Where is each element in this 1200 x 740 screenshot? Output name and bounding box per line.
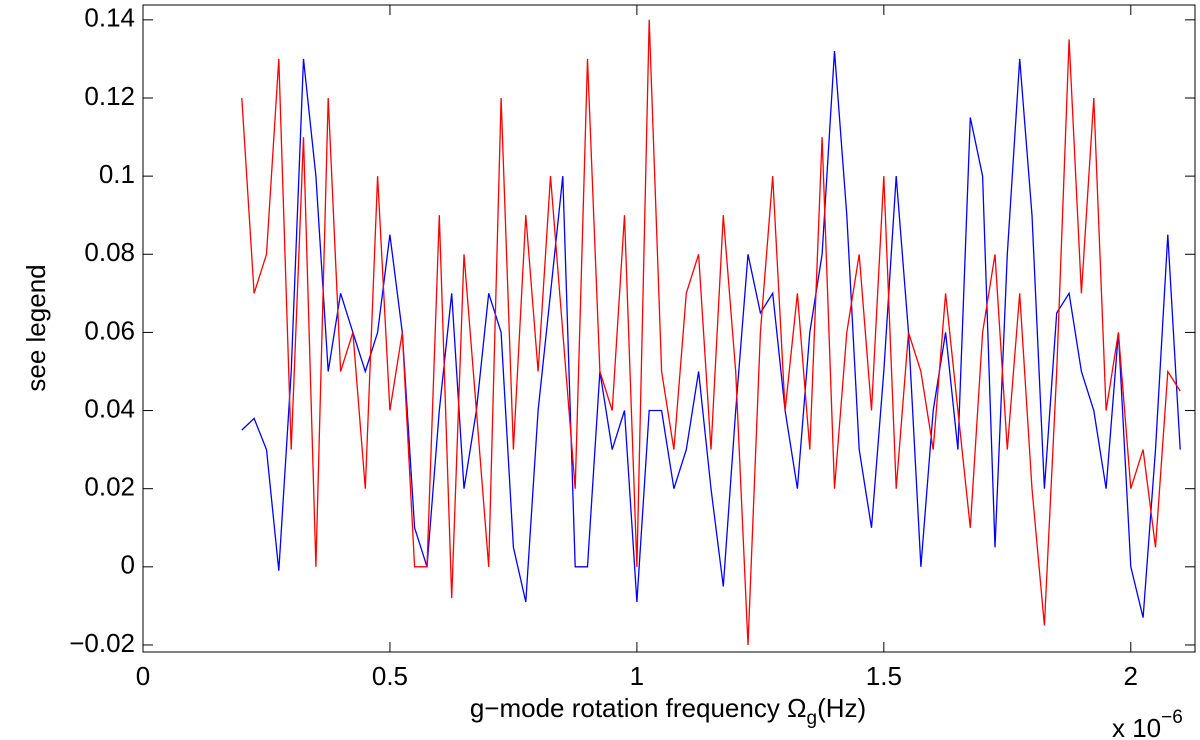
y-tick-label: 0.12 bbox=[84, 81, 135, 111]
x-tick-label: 2 bbox=[1124, 661, 1138, 691]
y-tick-label: 0.04 bbox=[84, 393, 135, 423]
x-multiplier-exponent: −6 bbox=[1161, 707, 1183, 728]
x-tick-label: 1 bbox=[630, 661, 644, 691]
x-tick-label: 0 bbox=[136, 661, 150, 691]
x-tick-label: 1.5 bbox=[866, 661, 902, 691]
x-axis-label: g−mode rotation frequency Ωg(Hz) bbox=[470, 693, 866, 729]
plot-frame bbox=[142, 4, 1196, 653]
y-tick-label: 0.06 bbox=[84, 315, 135, 345]
y-tick-label: 0.1 bbox=[99, 159, 135, 189]
y-tick-label: 0.02 bbox=[84, 472, 135, 502]
y-tick-label: −0.02 bbox=[69, 628, 135, 658]
x-label-sub: g bbox=[807, 708, 818, 729]
x-tick-label: 0.5 bbox=[372, 661, 408, 691]
y-tick-label: 0.08 bbox=[84, 237, 135, 267]
y-tick-label: 0.14 bbox=[84, 3, 135, 33]
series-line bbox=[241, 19, 1181, 646]
x-label-tail: (Hz) bbox=[817, 693, 866, 723]
y-tick-label: 0 bbox=[121, 550, 135, 580]
x-multiplier: x 10−6 bbox=[1112, 707, 1183, 740]
y-axis-label: see legend bbox=[21, 264, 51, 391]
x-multiplier-base: x 10 bbox=[1112, 713, 1161, 740]
series-line bbox=[241, 51, 1181, 618]
x-label-main: g−mode rotation frequency Ω bbox=[470, 693, 807, 723]
